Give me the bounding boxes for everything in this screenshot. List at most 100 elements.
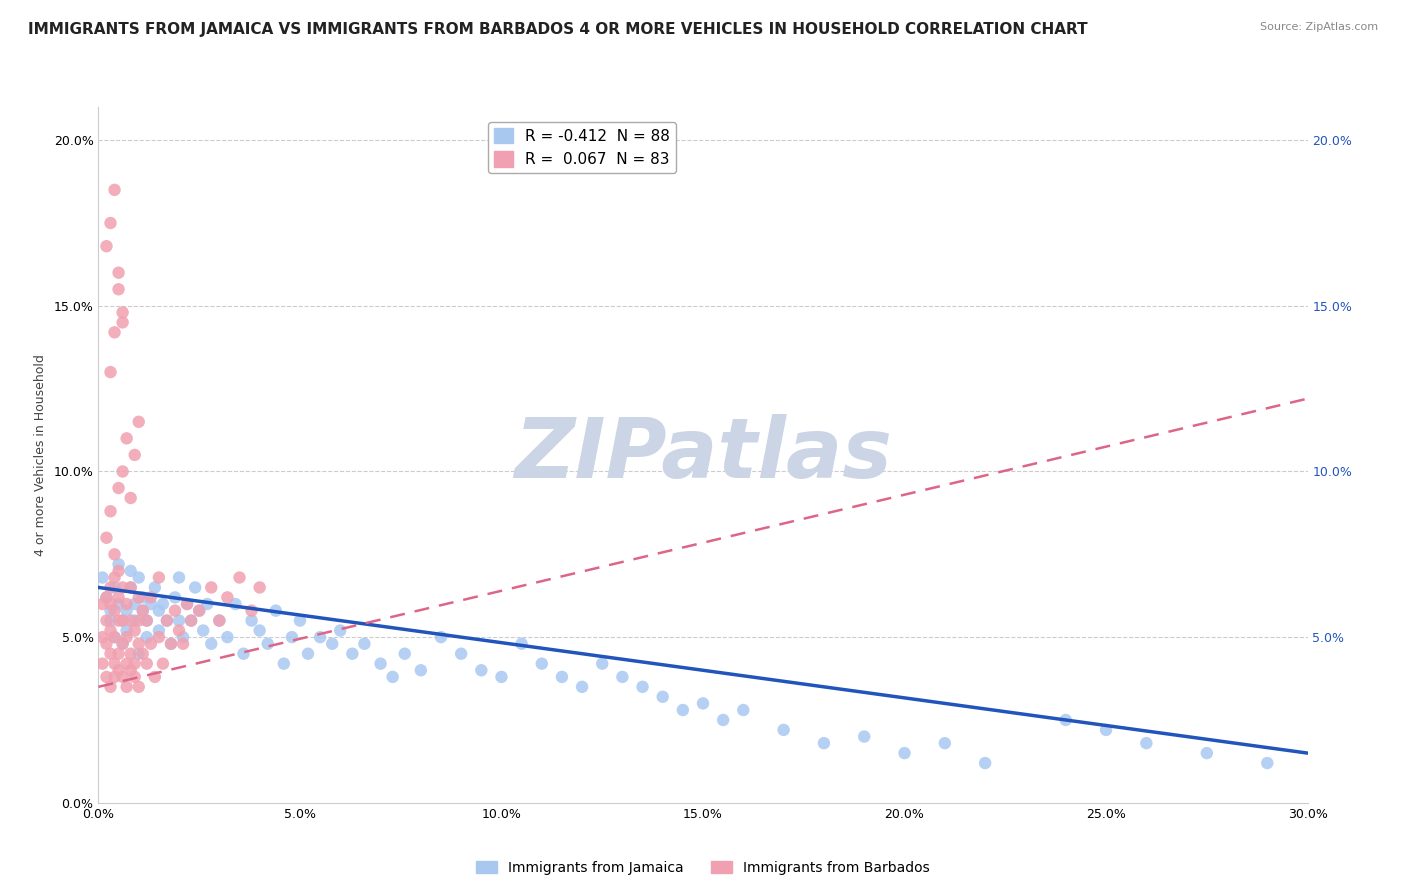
Point bbox=[148, 630, 170, 644]
Point bbox=[96, 670, 118, 684]
Point bbox=[128, 680, 150, 694]
Point bbox=[148, 570, 170, 584]
Point bbox=[132, 604, 155, 618]
Point bbox=[853, 730, 876, 744]
Point bbox=[176, 597, 198, 611]
Point bbox=[394, 647, 416, 661]
Point bbox=[96, 239, 118, 253]
Point bbox=[1195, 746, 1218, 760]
Point bbox=[111, 305, 134, 319]
Point bbox=[111, 637, 134, 651]
Point bbox=[124, 448, 146, 462]
Point bbox=[148, 604, 170, 618]
Point bbox=[200, 637, 222, 651]
Point bbox=[195, 597, 218, 611]
Point bbox=[249, 624, 271, 638]
Point bbox=[228, 570, 250, 584]
Point bbox=[167, 624, 190, 638]
Point bbox=[128, 614, 150, 628]
Point bbox=[96, 614, 118, 628]
Point bbox=[111, 315, 134, 329]
Point bbox=[120, 564, 142, 578]
Point bbox=[167, 614, 190, 628]
Point bbox=[188, 604, 211, 618]
Point bbox=[111, 465, 134, 479]
Point bbox=[135, 614, 157, 628]
Point bbox=[107, 647, 129, 661]
Point bbox=[240, 604, 263, 618]
Point bbox=[103, 326, 125, 340]
Point bbox=[176, 597, 198, 611]
Point bbox=[143, 670, 166, 684]
Point bbox=[530, 657, 553, 671]
Point bbox=[103, 547, 125, 561]
Point bbox=[103, 570, 125, 584]
Point bbox=[184, 581, 207, 595]
Point bbox=[100, 614, 122, 628]
Point bbox=[288, 614, 311, 628]
Point bbox=[733, 703, 755, 717]
Point bbox=[107, 481, 129, 495]
Point bbox=[135, 614, 157, 628]
Point bbox=[297, 647, 319, 661]
Point bbox=[120, 581, 142, 595]
Point bbox=[103, 604, 125, 618]
Point bbox=[148, 624, 170, 638]
Point bbox=[91, 657, 114, 671]
Point bbox=[167, 570, 190, 584]
Legend: R = -0.412  N = 88, R =  0.067  N = 83: R = -0.412 N = 88, R = 0.067 N = 83 bbox=[488, 121, 676, 173]
Point bbox=[152, 597, 174, 611]
Point bbox=[160, 637, 183, 651]
Point bbox=[120, 663, 142, 677]
Point bbox=[353, 637, 375, 651]
Point bbox=[115, 657, 138, 671]
Point bbox=[217, 591, 239, 605]
Point bbox=[571, 680, 593, 694]
Point bbox=[156, 614, 179, 628]
Point bbox=[1256, 756, 1278, 770]
Point bbox=[107, 282, 129, 296]
Point bbox=[249, 581, 271, 595]
Point bbox=[115, 431, 138, 445]
Point bbox=[120, 614, 142, 628]
Point bbox=[120, 491, 142, 505]
Point bbox=[100, 365, 122, 379]
Point bbox=[200, 581, 222, 595]
Point bbox=[120, 647, 142, 661]
Point bbox=[470, 663, 492, 677]
Text: ZIPatlas: ZIPatlas bbox=[515, 415, 891, 495]
Point bbox=[91, 630, 114, 644]
Point bbox=[180, 614, 202, 628]
Point bbox=[180, 614, 202, 628]
Point bbox=[309, 630, 332, 644]
Point bbox=[91, 597, 114, 611]
Point bbox=[107, 614, 129, 628]
Text: Source: ZipAtlas.com: Source: ZipAtlas.com bbox=[1260, 22, 1378, 32]
Point bbox=[1054, 713, 1077, 727]
Point bbox=[124, 657, 146, 671]
Point bbox=[100, 604, 122, 618]
Point bbox=[100, 504, 122, 518]
Point bbox=[156, 614, 179, 628]
Point bbox=[128, 591, 150, 605]
Point bbox=[103, 581, 125, 595]
Point bbox=[172, 630, 194, 644]
Point bbox=[103, 657, 125, 671]
Point bbox=[103, 670, 125, 684]
Point bbox=[430, 630, 453, 644]
Point bbox=[1135, 736, 1157, 750]
Point bbox=[115, 630, 138, 644]
Point bbox=[115, 680, 138, 694]
Point bbox=[124, 614, 146, 628]
Point bbox=[163, 604, 186, 618]
Point bbox=[132, 604, 155, 618]
Point bbox=[100, 597, 122, 611]
Point bbox=[107, 597, 129, 611]
Point bbox=[107, 564, 129, 578]
Point bbox=[111, 614, 134, 628]
Point bbox=[103, 630, 125, 644]
Point bbox=[111, 581, 134, 595]
Point bbox=[139, 597, 162, 611]
Point bbox=[193, 624, 215, 638]
Point bbox=[135, 657, 157, 671]
